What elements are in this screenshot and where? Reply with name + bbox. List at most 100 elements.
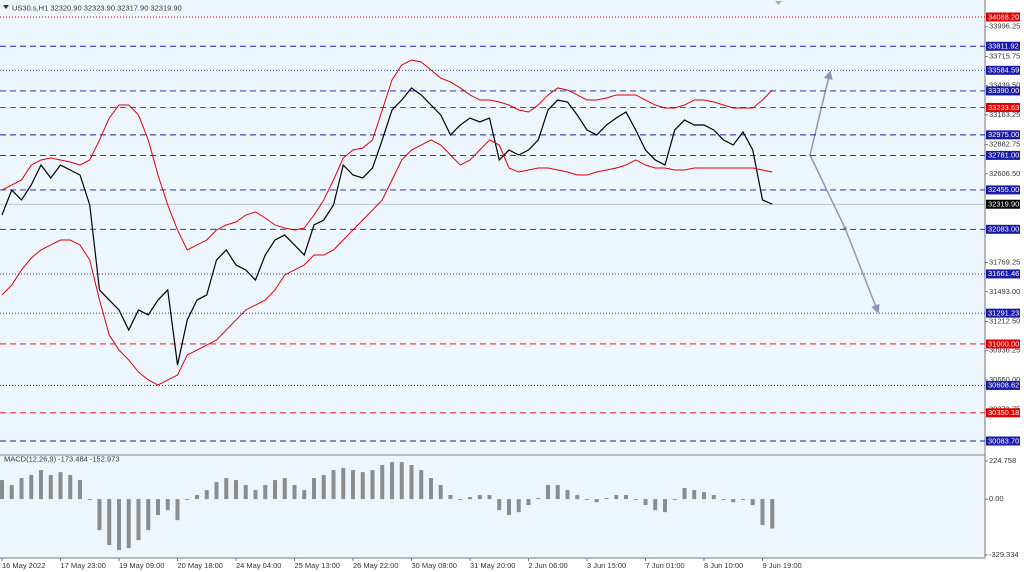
macd-panel [0, 456, 985, 558]
macd-bar [243, 485, 248, 500]
x-tick-label: 2 Jun 06:00 [529, 561, 568, 570]
macd-bar [624, 495, 628, 500]
macd-bar [370, 470, 375, 500]
x-tick-label: 16 May 2022 [2, 561, 45, 570]
price-level-label: 31291.23 [988, 308, 1019, 317]
macd-bar [692, 490, 697, 500]
macd-bar [438, 485, 443, 500]
macd-bar [234, 480, 238, 500]
macd-bar [477, 495, 482, 500]
y-tick-label: 33439.50 [989, 81, 1020, 90]
macd-bar [536, 498, 541, 500]
macd-bar [331, 470, 336, 500]
price-level-box [986, 408, 1020, 418]
macd-bar [68, 475, 73, 500]
macd-bar [97, 499, 102, 531]
macd-bar [760, 499, 765, 526]
macd-bar [419, 470, 424, 500]
price-level-box [986, 199, 1020, 209]
x-tick-label: 26 May 22:00 [353, 561, 398, 570]
y-tick-label: 30936.25 [989, 346, 1020, 355]
y-tick-label: 30660.00 [989, 375, 1020, 384]
price-level-box [986, 436, 1020, 446]
menu-triangle [3, 5, 9, 9]
macd-bar [516, 499, 521, 513]
macd-bar [0, 480, 4, 500]
panel-title: US30.s,H1 32320.90 32323.90 32317.90 323… [12, 3, 182, 12]
macd-bar [585, 499, 589, 501]
macd-bar [185, 499, 190, 501]
macd-bar [117, 499, 121, 551]
price-level-label: 32083.00 [988, 225, 1019, 234]
macd-bar [146, 499, 151, 531]
macd-bar [721, 499, 726, 501]
macd-bar [136, 499, 141, 541]
macd-bar [78, 480, 82, 500]
price-level-label: 31661.46 [988, 269, 1019, 278]
y-tick-label: 0.00 [989, 494, 1004, 503]
price-level-label: 33233.63 [988, 103, 1019, 112]
price-level-box [986, 130, 1020, 140]
macd-bar [273, 480, 277, 500]
price-level-box [986, 12, 1020, 22]
x-tick-label: 24 May 04:00 [236, 561, 281, 570]
y-tick-label: 33996.25 [989, 22, 1020, 31]
x-tick-label: 31 May 20:00 [470, 561, 515, 570]
macd-bar [741, 499, 745, 501]
price-level-label: 30608.62 [988, 381, 1019, 390]
macd-bar [351, 470, 355, 500]
macd-bar [448, 495, 453, 500]
macd-bar [770, 499, 775, 529]
shift-marker [775, 1, 782, 5]
macd-bar [263, 485, 268, 500]
macd-bar [282, 478, 287, 500]
bollinger-band [1, 139, 773, 386]
macd-bar [663, 499, 667, 513]
price-level-box [986, 41, 1020, 51]
macd-bar [321, 475, 326, 500]
y-tick-label: 32882.75 [989, 140, 1020, 149]
macd-bar [614, 495, 619, 500]
macd-bar [633, 499, 638, 501]
macd-bar [390, 462, 394, 500]
macd-bar [204, 490, 209, 500]
macd-bar [750, 499, 755, 506]
macd-bar [575, 495, 580, 500]
y-tick-label: -329.334 [989, 550, 1019, 559]
macd-bar [731, 499, 736, 503]
price-level-box [986, 102, 1020, 112]
macd-bar [682, 488, 687, 500]
y-tick-label: 32606.50 [989, 169, 1020, 178]
y-tick-label: 31212.50 [989, 316, 1020, 325]
macd-bar [555, 485, 560, 500]
price-level-box [986, 308, 1020, 318]
macd-bar [224, 478, 229, 500]
macd-bar [48, 475, 53, 500]
price-level-label: 32455.00 [988, 185, 1019, 194]
macd-bar [546, 485, 550, 500]
price-level-label: 33390.00 [988, 86, 1019, 95]
y-tick-label: 31493.00 [989, 287, 1020, 296]
macd-bar [468, 497, 472, 500]
price-level-label: 34088.20 [988, 12, 1019, 21]
y-tick-label: 33163.25 [989, 110, 1020, 119]
macd-bar [165, 499, 170, 511]
macd-bar [409, 464, 414, 500]
macd-bar [19, 478, 24, 500]
price-level-box [986, 150, 1020, 160]
macd-bar [39, 470, 43, 500]
x-tick-label: 3 Jun 15:00 [587, 561, 626, 570]
price-level-label: 32319.90 [988, 200, 1019, 209]
macd-bar [195, 495, 199, 500]
y-tick-label: 31769.25 [989, 258, 1020, 267]
macd-bar [380, 464, 385, 500]
macd-bar [156, 499, 160, 516]
macd-bar [604, 498, 609, 500]
x-tick-label: 30 May 08:00 [412, 561, 457, 570]
x-tick-label: 8 Jun 10:00 [704, 561, 743, 570]
price-level-box [986, 339, 1020, 349]
panel-title: MACD(12,26,9) -173.484 -152.973 [4, 454, 120, 463]
macd-bar [214, 482, 219, 500]
x-tick-label: 25 May 13:00 [295, 561, 340, 570]
macd-bar [497, 499, 502, 511]
